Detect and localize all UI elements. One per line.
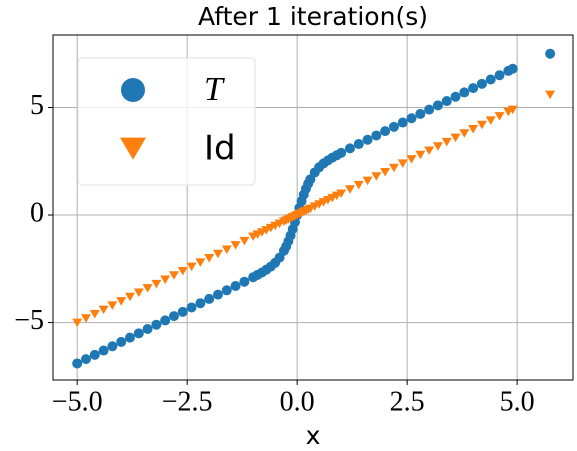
point <box>507 105 518 115</box>
point <box>371 172 382 181</box>
point <box>380 168 391 177</box>
point <box>160 315 171 326</box>
point <box>545 90 556 100</box>
point <box>204 254 215 263</box>
y-tick-label: 5 <box>30 90 44 121</box>
point <box>380 126 391 137</box>
point <box>476 120 487 130</box>
point <box>450 133 461 143</box>
y-tick-label: −5 <box>14 305 44 336</box>
point <box>124 292 135 302</box>
point <box>406 155 417 164</box>
point <box>142 284 153 293</box>
point <box>476 78 487 89</box>
point <box>336 189 347 199</box>
point <box>415 108 426 119</box>
legend-marker <box>120 137 146 160</box>
point <box>107 301 118 310</box>
point <box>72 358 83 369</box>
x-tick-label: −5.0 <box>52 386 103 417</box>
point <box>124 332 135 343</box>
point <box>432 142 443 151</box>
point <box>344 143 355 154</box>
point <box>371 130 382 141</box>
point <box>177 266 188 276</box>
legend-label: Id <box>204 129 236 169</box>
point <box>468 124 479 134</box>
point <box>336 147 347 158</box>
x-tick-label: 0.0 <box>280 386 315 417</box>
point <box>221 245 232 254</box>
point <box>353 180 364 190</box>
point <box>353 139 364 150</box>
x-axis-label: x <box>306 421 321 450</box>
point <box>441 137 452 147</box>
point <box>177 306 188 317</box>
point <box>230 281 241 292</box>
point <box>406 113 417 124</box>
point <box>507 63 518 74</box>
point <box>186 262 197 272</box>
x-tick-label: −2.5 <box>162 386 213 417</box>
point <box>388 121 399 132</box>
point <box>72 318 83 328</box>
point <box>133 328 144 339</box>
point <box>397 159 408 168</box>
point <box>195 258 206 267</box>
point <box>151 279 162 289</box>
point <box>441 96 452 107</box>
point <box>239 276 250 287</box>
point <box>160 275 171 285</box>
plot-frame <box>52 34 574 381</box>
point <box>133 288 144 297</box>
point <box>459 129 470 138</box>
point <box>362 176 373 186</box>
point <box>468 83 479 94</box>
point <box>142 324 153 335</box>
point <box>107 341 118 352</box>
point <box>415 150 426 160</box>
point <box>151 319 162 330</box>
point <box>424 104 435 115</box>
point <box>116 336 127 347</box>
point <box>494 70 505 81</box>
point <box>432 100 443 111</box>
point <box>212 289 223 300</box>
chart-title: After 1 iteration(s) <box>198 2 428 31</box>
point <box>89 349 100 360</box>
point <box>230 241 241 250</box>
point <box>344 185 355 194</box>
point <box>204 293 215 304</box>
legend-marker <box>121 78 145 102</box>
point <box>98 305 109 315</box>
legend-label: T <box>204 71 225 108</box>
point <box>485 116 496 125</box>
point <box>212 249 223 259</box>
point <box>239 236 250 246</box>
point <box>494 112 505 121</box>
point <box>195 298 206 309</box>
x-tick-label: 2.5 <box>390 386 425 417</box>
point <box>424 146 435 156</box>
point <box>221 285 232 296</box>
point <box>80 314 91 323</box>
point <box>116 297 127 306</box>
point <box>168 311 179 322</box>
point <box>450 91 461 102</box>
point <box>168 271 179 280</box>
x-tick-label: 5.0 <box>500 386 535 417</box>
y-tick-label: 0 <box>30 197 44 228</box>
point <box>362 134 373 145</box>
point <box>545 48 556 59</box>
point <box>186 302 197 313</box>
point <box>80 354 91 365</box>
point <box>459 87 470 98</box>
point <box>397 117 408 128</box>
point <box>98 345 109 356</box>
point <box>89 309 100 319</box>
point <box>485 74 496 85</box>
point <box>388 163 399 173</box>
